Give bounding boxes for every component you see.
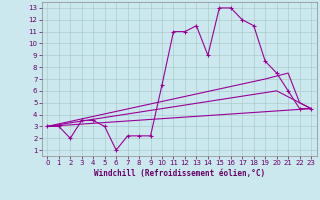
X-axis label: Windchill (Refroidissement éolien,°C): Windchill (Refroidissement éolien,°C) <box>94 169 265 178</box>
